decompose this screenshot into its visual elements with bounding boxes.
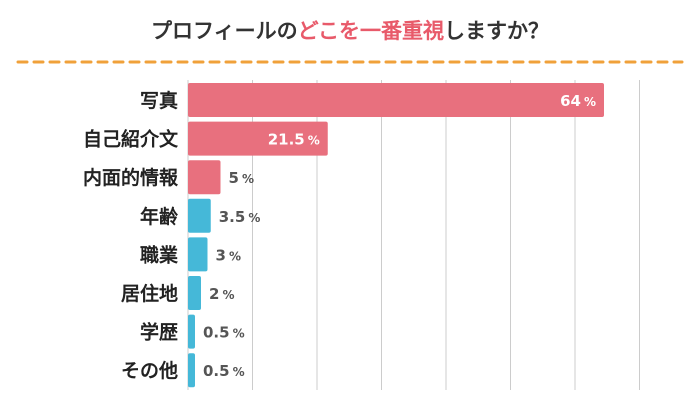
category-label: 年齢 bbox=[140, 205, 179, 228]
bar bbox=[188, 314, 195, 349]
value-label: 3.5% bbox=[219, 208, 261, 226]
bar bbox=[188, 353, 195, 388]
value-number: 3 bbox=[216, 246, 226, 264]
category-label: 写真 bbox=[140, 89, 178, 112]
value-label: 5% bbox=[229, 169, 254, 187]
value-unit: % bbox=[222, 288, 234, 302]
value-number: 64 bbox=[560, 92, 581, 110]
grid-lines bbox=[187, 80, 640, 390]
value-number: 5 bbox=[229, 169, 239, 187]
bar bbox=[188, 198, 211, 233]
value-label: 0.5% bbox=[203, 362, 245, 380]
title-part-before: プロフィールの bbox=[151, 19, 298, 43]
value-label: 64% bbox=[560, 92, 596, 110]
value-labels: 64 %21.5 %5 %3.5 %3 %2 %0.5 %0.5% bbox=[203, 92, 596, 380]
value-number: 21.5 bbox=[268, 131, 305, 149]
value-number: 0.5 bbox=[203, 362, 230, 380]
value-label: 21.5% bbox=[268, 131, 320, 149]
value-unit: % bbox=[248, 211, 260, 225]
category-label: 職業 bbox=[140, 243, 179, 266]
title-part-after: しますか？ bbox=[444, 19, 549, 43]
category-label: 学歴 bbox=[140, 321, 178, 344]
bar bbox=[188, 121, 328, 156]
value-label: 2% bbox=[209, 285, 234, 303]
bar bbox=[188, 276, 201, 310]
value-label: 3% bbox=[216, 246, 241, 264]
value-number: 0.5 bbox=[203, 324, 230, 342]
value-unit: % bbox=[233, 365, 245, 379]
value-unit: % bbox=[242, 172, 254, 186]
bars bbox=[188, 83, 604, 388]
value-unit: % bbox=[229, 249, 241, 263]
value-unit: % bbox=[584, 95, 596, 109]
bar bbox=[188, 237, 208, 272]
category-label: 内面的情報 bbox=[83, 166, 179, 189]
title-part-highlight: どこを一番重視 bbox=[298, 19, 444, 43]
value-number: 3.5 bbox=[219, 208, 246, 226]
bar bbox=[188, 160, 221, 195]
value-unit: % bbox=[308, 134, 320, 148]
chart-title: プロフィールのどこを一番重視しますか？ bbox=[151, 19, 549, 43]
category-label: 自己紹介文 bbox=[83, 128, 179, 151]
value-number: 2 bbox=[209, 285, 219, 303]
value-label: 0.5% bbox=[203, 324, 245, 342]
value-unit: % bbox=[233, 327, 245, 341]
category-label: その他 bbox=[121, 359, 178, 382]
category-label: 居住地 bbox=[121, 282, 178, 305]
bar bbox=[188, 83, 604, 117]
